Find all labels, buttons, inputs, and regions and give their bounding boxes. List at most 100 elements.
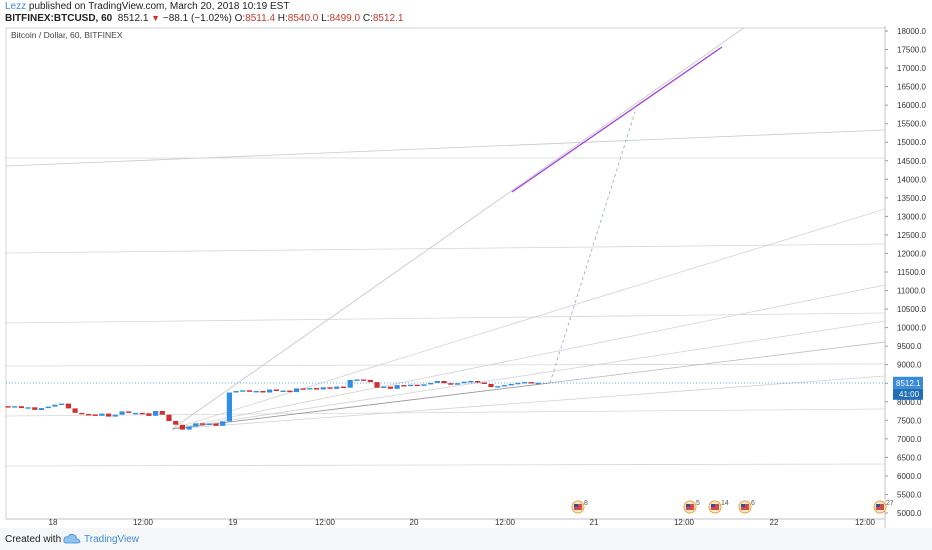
candle[interactable]	[414, 384, 420, 387]
fan-line[interactable]	[171, 375, 885, 430]
candle[interactable]	[146, 413, 152, 416]
candle[interactable]	[300, 388, 306, 390]
trend-line[interactable]	[6, 243, 885, 254]
candle[interactable]	[5, 406, 11, 408]
candle[interactable]	[401, 385, 407, 387]
candle[interactable]	[314, 388, 320, 390]
projection-line[interactable]	[549, 111, 636, 384]
trend-line[interactable]	[6, 129, 885, 167]
candle[interactable]	[367, 379, 373, 383]
target-line[interactable]	[511, 46, 723, 193]
trend-line[interactable]	[6, 408, 885, 417]
candle[interactable]	[92, 414, 98, 416]
candle[interactable]	[213, 423, 219, 426]
low-value: 8499.0	[329, 13, 361, 24]
fan-line[interactable]	[171, 26, 758, 430]
candle[interactable]	[32, 407, 38, 410]
price-chart[interactable]: Bitcoin / Dollar, 60, BITFINEX 5000.0 5500…	[0, 26, 932, 528]
candle[interactable]	[173, 421, 179, 425]
candle[interactable]	[25, 407, 31, 409]
candle[interactable]	[495, 386, 501, 388]
y-tick-label: 9000.0	[897, 361, 922, 370]
candle[interactable]	[193, 423, 199, 427]
candle[interactable]	[65, 403, 71, 409]
candle[interactable]	[126, 411, 132, 413]
candle[interactable]	[334, 386, 340, 389]
candle[interactable]	[240, 390, 246, 392]
candle[interactable]	[394, 385, 400, 389]
candle[interactable]	[106, 413, 112, 417]
plot-area	[5, 27, 886, 520]
candle[interactable]	[200, 423, 206, 425]
candle[interactable]	[441, 381, 447, 384]
candle[interactable]	[119, 411, 125, 415]
candle[interactable]	[475, 381, 481, 383]
candle[interactable]	[112, 414, 118, 417]
fan-line[interactable]	[171, 284, 885, 430]
candle[interactable]	[381, 386, 387, 388]
candle[interactable]	[267, 389, 273, 393]
candle[interactable]	[132, 412, 139, 415]
candle[interactable]	[468, 381, 474, 383]
candle[interactable]	[79, 412, 85, 415]
candle[interactable]	[374, 382, 380, 388]
candle[interactable]	[280, 390, 286, 392]
candle[interactable]	[206, 423, 212, 425]
candle[interactable]	[159, 411, 165, 415]
candle[interactable]	[166, 414, 172, 421]
candle[interactable]	[307, 388, 313, 390]
candle[interactable]	[407, 384, 414, 387]
candle[interactable]	[528, 382, 534, 384]
candle[interactable]	[454, 383, 461, 385]
fan-line[interactable]	[171, 382, 551, 430]
tradingview-link[interactable]: TradingView	[84, 534, 140, 545]
candle[interactable]	[220, 421, 226, 426]
fan-line[interactable]	[171, 320, 885, 430]
candle[interactable]	[12, 406, 18, 408]
candle[interactable]	[59, 403, 65, 405]
candle[interactable]	[186, 426, 192, 430]
candle[interactable]	[535, 382, 541, 385]
candle[interactable]	[179, 424, 185, 430]
candle[interactable]	[387, 386, 393, 389]
candle[interactable]	[448, 383, 454, 385]
candle[interactable]	[361, 379, 367, 381]
fan-line[interactable]	[171, 208, 885, 430]
candle[interactable]	[461, 381, 467, 384]
candle[interactable]	[287, 390, 293, 393]
candle[interactable]	[273, 389, 279, 392]
candle[interactable]	[45, 406, 51, 409]
candle[interactable]	[72, 408, 78, 413]
candle[interactable]	[515, 382, 521, 385]
trend-line[interactable]	[6, 463, 885, 467]
candle[interactable]	[501, 385, 508, 387]
candle[interactable]	[522, 382, 528, 384]
candle[interactable]	[327, 387, 333, 389]
candle[interactable]	[340, 386, 346, 388]
candle[interactable]	[246, 390, 253, 392]
candle[interactable]	[18, 406, 24, 409]
author-link[interactable]: Lezz	[5, 1, 27, 12]
candle[interactable]	[428, 382, 434, 385]
candle[interactable]	[508, 384, 514, 386]
candle[interactable]	[139, 412, 145, 415]
candle[interactable]	[320, 387, 326, 390]
candle[interactable]	[421, 384, 427, 386]
candle[interactable]	[85, 414, 92, 416]
candle[interactable]	[488, 384, 494, 387]
trend-line[interactable]	[6, 363, 885, 367]
candle[interactable]	[99, 413, 105, 416]
candle[interactable]	[354, 379, 360, 381]
candle[interactable]	[226, 392, 232, 422]
candle[interactable]	[434, 381, 440, 383]
candle[interactable]	[52, 404, 58, 407]
candle[interactable]	[481, 382, 487, 385]
candle[interactable]	[260, 391, 266, 393]
candle[interactable]	[347, 379, 353, 388]
event-count: 27	[886, 500, 894, 507]
candle[interactable]	[233, 391, 239, 393]
candle[interactable]	[38, 408, 45, 410]
candle[interactable]	[153, 411, 159, 416]
candle[interactable]	[253, 391, 259, 393]
candle[interactable]	[293, 388, 300, 393]
